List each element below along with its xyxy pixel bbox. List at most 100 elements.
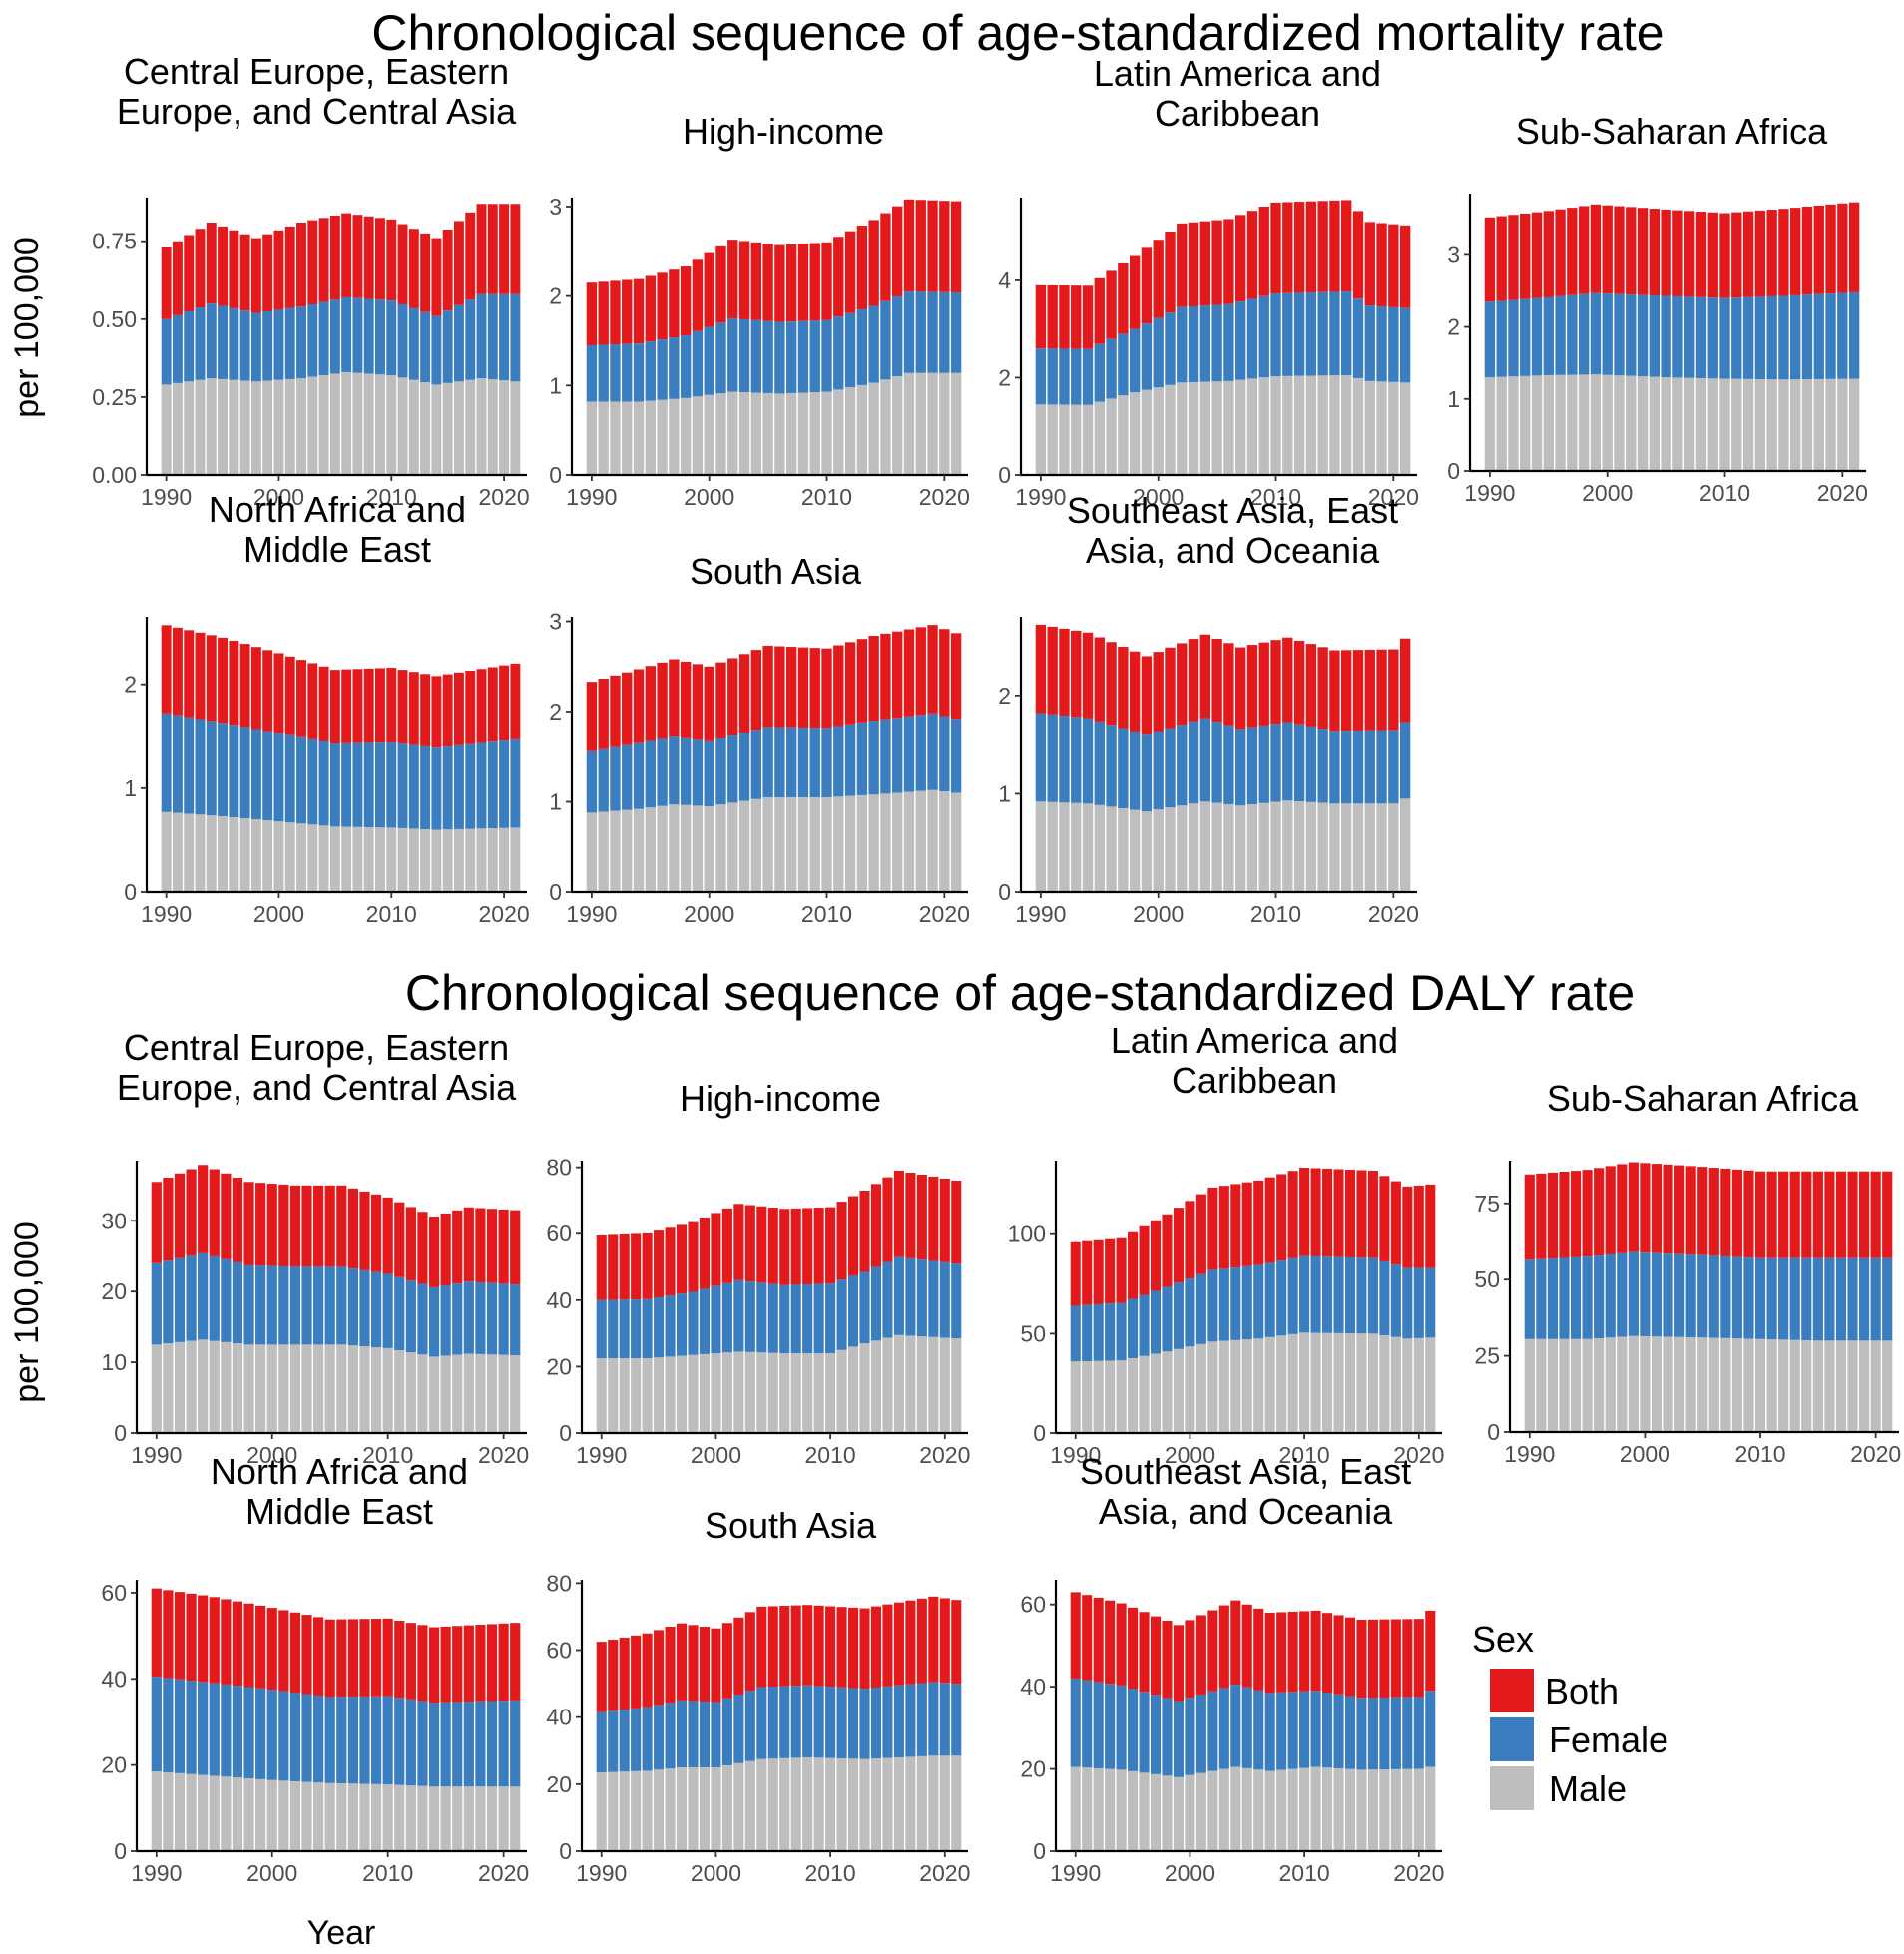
daly-y-axis-label: per 100,000	[8, 1221, 46, 1403]
bar-both-2000	[273, 653, 284, 733]
bar-both-2010	[1754, 1171, 1766, 1258]
bar-male-2007	[1683, 377, 1695, 471]
bar-both-2020	[498, 1623, 509, 1702]
bar-female-2007	[347, 1697, 358, 1784]
bar-male-2005	[1661, 377, 1671, 471]
legend-title: Sex	[1472, 1619, 1534, 1660]
bar-male-1991	[608, 1358, 619, 1433]
bar-male-2017	[1352, 377, 1364, 475]
y-tick-label: 30	[101, 1208, 127, 1233]
bar-female-2017	[1379, 1697, 1390, 1770]
bar-both-2007	[1264, 1612, 1275, 1694]
bar-female-2010	[382, 1696, 393, 1785]
bar-both-2011	[394, 1202, 405, 1277]
bar-both-2013	[1305, 644, 1317, 727]
bar-male-2008	[1276, 1769, 1287, 1851]
bar-both-2018	[915, 627, 926, 716]
bar-female-1991	[1082, 1304, 1093, 1362]
bar-both-2015	[882, 1177, 893, 1262]
bar-both-2001	[1195, 1615, 1206, 1695]
bar-male-1993	[186, 1773, 197, 1851]
bar-male-2011	[836, 1757, 847, 1851]
bar-both-2021	[1882, 1171, 1893, 1258]
bar-both-2012	[1778, 1171, 1789, 1258]
bar-both-1997	[1605, 1166, 1616, 1254]
bar-both-2002	[1207, 1610, 1218, 1692]
legend-swatch-both	[1490, 1669, 1534, 1712]
bar-both-1998	[243, 1182, 254, 1265]
bar-both-1991	[163, 1178, 174, 1261]
bar-female-2016	[1341, 291, 1352, 376]
bar-male-2010	[1270, 801, 1281, 892]
bar-female-2005	[1211, 722, 1222, 803]
panel-6-title-line: South Asia	[690, 551, 862, 592]
y-tick-label: 2	[549, 283, 562, 309]
x-tick-label: 2010	[1279, 1442, 1330, 1468]
bar-male-2000	[1602, 374, 1613, 471]
bar-male-2015	[1329, 375, 1340, 475]
bar-both-1993	[622, 279, 633, 344]
bar-both-2019	[1376, 649, 1387, 731]
bar-both-1993	[631, 1635, 642, 1709]
bar-both-1999	[1590, 204, 1602, 293]
bar-male-2013	[856, 794, 868, 892]
bar-both-2017	[1352, 650, 1364, 731]
bar-female-2019	[486, 1701, 498, 1787]
x-tick-label: 2010	[1279, 1860, 1330, 1886]
bar-female-2020	[939, 716, 950, 792]
bar-both-2008	[359, 1619, 370, 1697]
bar-female-2006	[1253, 1264, 1264, 1339]
bar-both-1995	[209, 1169, 220, 1256]
bar-both-2004	[318, 666, 329, 741]
bar-male-1994	[1082, 803, 1094, 892]
y-tick-label: 0	[559, 1420, 572, 1446]
bar-female-2009	[1707, 297, 1718, 379]
bar-male-2013	[859, 1758, 870, 1851]
x-tick-label: 2000	[691, 1442, 741, 1468]
bar-male-2005	[324, 1344, 335, 1433]
bar-male-1990	[596, 1358, 607, 1433]
bar-both-2014	[1801, 1171, 1812, 1258]
bar-both-1999	[1173, 1208, 1184, 1283]
bar-male-1998	[1129, 809, 1141, 892]
bar-both-2014	[1344, 1169, 1356, 1257]
bar-female-2014	[868, 305, 879, 383]
bar-female-2004	[756, 1687, 767, 1759]
y-tick-label: 2	[998, 683, 1011, 709]
bar-female-2001	[721, 1282, 732, 1353]
bar-female-2001	[715, 322, 726, 394]
bar-both-1992	[610, 675, 621, 747]
bar-both-2017	[463, 1207, 474, 1282]
bar-male-2000	[273, 821, 284, 892]
bar-male-1999	[692, 396, 704, 475]
bar-male-2004	[1199, 381, 1211, 475]
bar-male-2002	[1177, 805, 1188, 892]
bar-both-2003	[744, 1205, 755, 1282]
bar-male-2008	[797, 392, 809, 475]
bar-male-2015	[1356, 1333, 1367, 1433]
bar-both-1994	[1116, 1237, 1127, 1303]
bar-male-2018	[475, 1353, 486, 1433]
bar-both-2015	[1329, 200, 1340, 292]
bar-male-1993	[195, 814, 206, 892]
bar-male-1998	[243, 1778, 254, 1851]
bar-male-2011	[1310, 1766, 1321, 1851]
bar-male-1999	[1141, 811, 1153, 892]
x-tick-label: 1990	[1050, 1442, 1101, 1468]
bar-both-1998	[250, 647, 261, 730]
bar-both-1993	[186, 1593, 197, 1682]
bar-both-1991	[163, 1590, 174, 1679]
bar-both-2011	[1282, 637, 1293, 723]
bar-male-2003	[307, 376, 318, 475]
bar-both-1997	[676, 1224, 688, 1294]
bar-both-2014	[428, 1217, 440, 1287]
bar-male-2010	[821, 796, 832, 892]
bar-male-1991	[163, 1771, 174, 1851]
bar-female-2008	[359, 1269, 370, 1347]
bar-both-1992	[1547, 1172, 1558, 1259]
bar-female-1999	[692, 739, 704, 806]
panel-10-title-line: Latin America and	[1111, 1020, 1398, 1061]
bar-male-1992	[1093, 1360, 1104, 1433]
bar-both-2008	[1276, 1174, 1287, 1261]
